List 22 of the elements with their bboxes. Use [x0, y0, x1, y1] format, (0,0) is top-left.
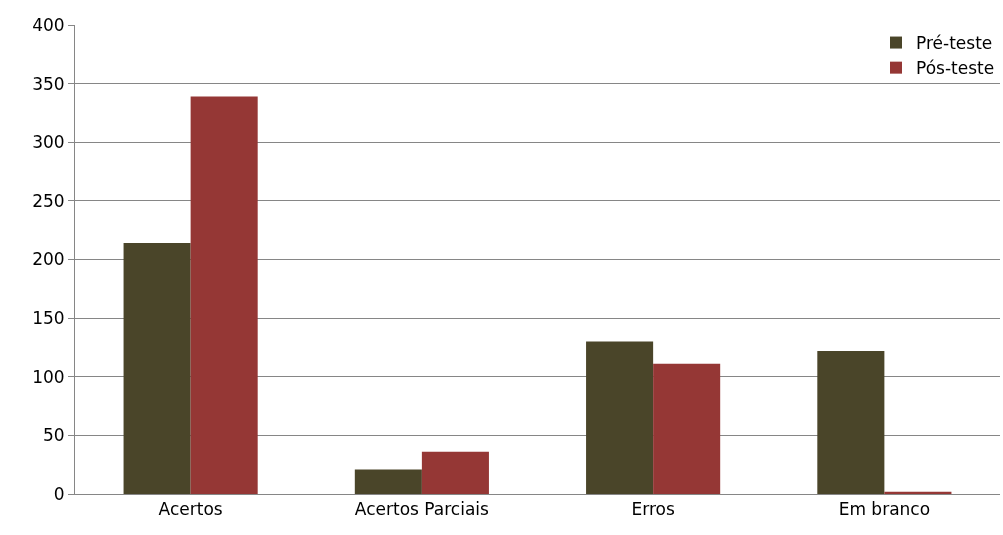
y-tick-label: 0 — [53, 483, 65, 504]
x-tick-label: Erros — [631, 499, 675, 520]
y-tick-label: 400 — [32, 14, 65, 35]
y-tick-label: 200 — [32, 249, 65, 270]
bar — [354, 469, 422, 494]
bar — [817, 350, 885, 494]
x-tick-label: Acertos Parciais — [354, 499, 490, 520]
bar — [421, 451, 489, 494]
y-tick-label: 100 — [32, 366, 65, 387]
legend-label: Pré-teste — [916, 33, 993, 54]
x-tick-label: Em branco — [838, 499, 931, 520]
x-tick-label: Acertos — [158, 499, 223, 520]
legend-label: Pós-teste — [916, 58, 995, 79]
y-tick-label: 250 — [32, 190, 65, 211]
y-tick-label: 150 — [32, 308, 65, 329]
bar — [586, 341, 654, 494]
bar — [123, 243, 191, 494]
y-tick-label: 300 — [32, 132, 65, 153]
y-tick-label: 350 — [32, 73, 65, 94]
y-tick-label: 50 — [42, 425, 65, 446]
bar — [653, 363, 721, 494]
bar — [190, 96, 258, 494]
